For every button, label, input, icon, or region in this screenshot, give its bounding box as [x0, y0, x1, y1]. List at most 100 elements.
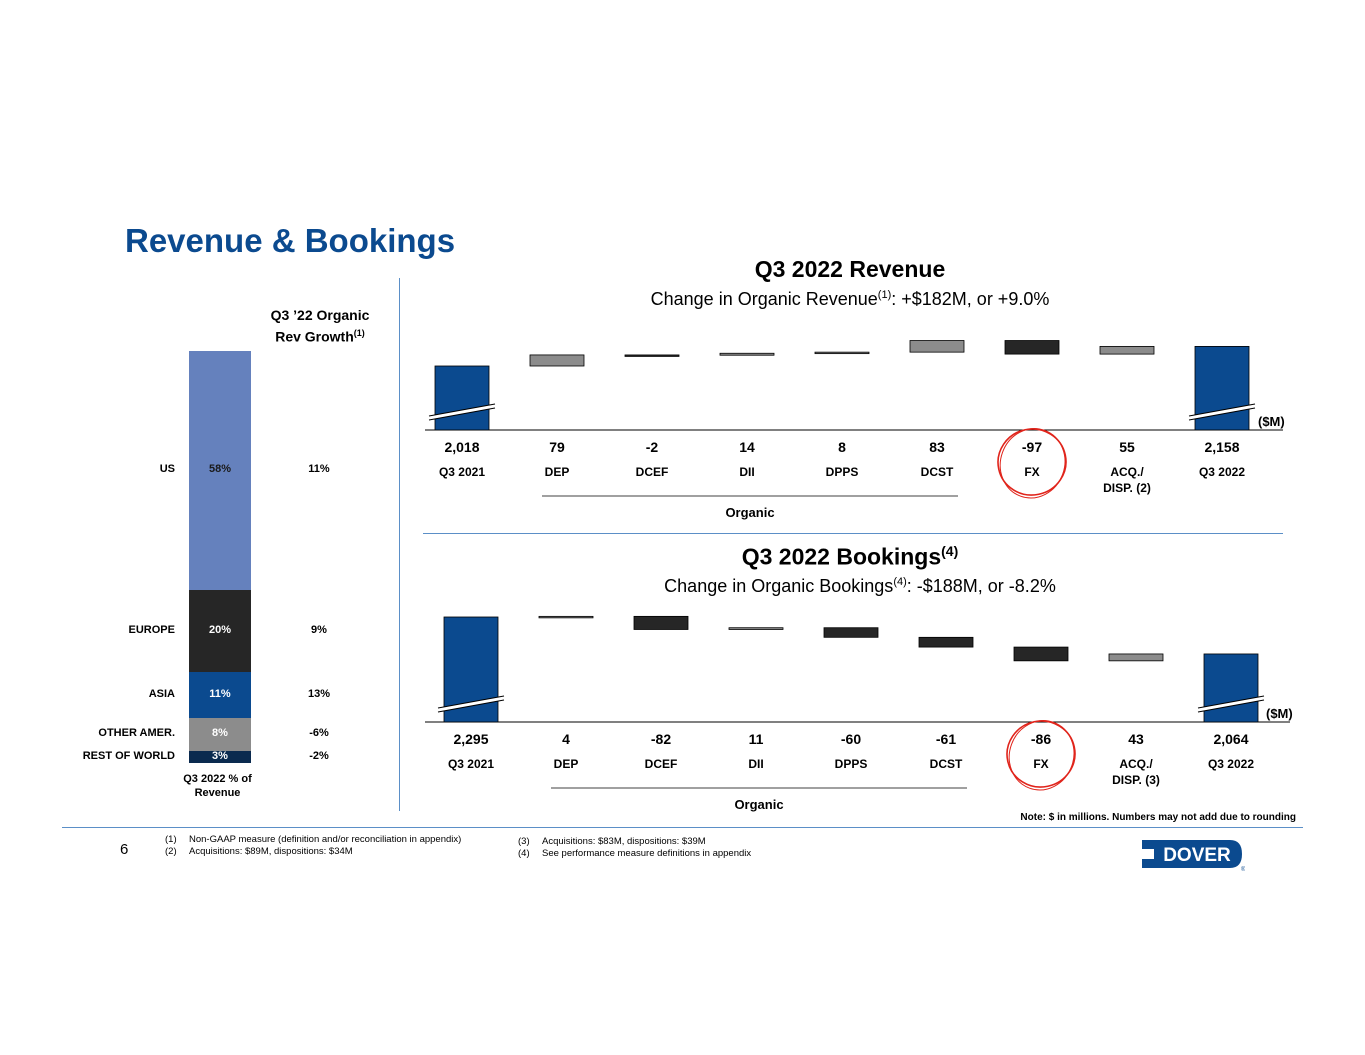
- category-label: Q3 2022: [1208, 757, 1254, 771]
- value-label: 55: [1119, 439, 1135, 455]
- value-label: 14: [739, 439, 755, 455]
- value-label: -86: [1031, 731, 1051, 747]
- fx-highlight-circle: [1006, 720, 1076, 788]
- axis-break: [429, 404, 495, 420]
- vertical-divider: [399, 278, 400, 811]
- category-label: ACQ./: [1110, 465, 1144, 479]
- geo-region-label: ASIA: [148, 688, 175, 701]
- logo-text: DOVER: [1163, 845, 1231, 866]
- geo-region-growth: 13%: [307, 688, 331, 701]
- category-label: Q3 2021: [439, 465, 485, 479]
- waterfall-bar: [909, 340, 965, 353]
- waterfall-bar: [633, 615, 689, 630]
- value-label: 83: [929, 439, 945, 455]
- category-label: DCST: [930, 757, 963, 771]
- geo-segment-other-amer: 8%: [189, 717, 251, 751]
- revenue-subtitle: Change in Organic Revenue(1): +$182M, or…: [650, 289, 1050, 309]
- value-label: -60: [841, 731, 861, 747]
- category-label: DII: [739, 465, 754, 479]
- waterfall-bar: [1108, 653, 1164, 662]
- organic-growth-header: Q3 ’22 Organic Rev Growth(1): [270, 307, 370, 345]
- axis-break: [1189, 404, 1255, 420]
- category-label: DEP: [545, 465, 570, 479]
- geo-segment-asia: 11%: [189, 672, 251, 718]
- revenue-title: Q3 2022 Revenue: [754, 256, 946, 282]
- value-label: -2: [646, 439, 659, 455]
- value-label: 8: [838, 439, 846, 455]
- category-label: DPPS: [826, 465, 859, 479]
- category-label: DISP. (2): [1103, 481, 1151, 495]
- waterfall-bar: [719, 352, 775, 356]
- svg-text:®: ®: [1241, 866, 1245, 872]
- category-label: DPPS: [835, 757, 868, 771]
- geo-segment-pct: 20%: [208, 624, 232, 637]
- unit-label: ($M): [1258, 414, 1285, 429]
- organic-label: Organic: [734, 797, 783, 812]
- geo-bar-caption: Q3 2022 % of Revenue: [183, 773, 252, 799]
- geo-segment-rest-of-world: 3%: [189, 749, 251, 763]
- geo-segment-us: 58%: [189, 351, 251, 590]
- section-divider: [423, 533, 1283, 534]
- value-label: -82: [651, 731, 671, 747]
- footer-divider: [62, 827, 1303, 828]
- bookings-subtitle: Change in Organic Bookings(4): -$188M, o…: [664, 576, 1056, 596]
- waterfall-bar: [814, 351, 870, 355]
- geo-region-label: OTHER AMER.: [98, 727, 175, 740]
- category-label: ACQ./: [1119, 757, 1153, 771]
- waterfall-bar: [1099, 345, 1155, 355]
- waterfall-bar: [624, 354, 680, 357]
- value-label: 2,064: [1213, 731, 1248, 747]
- fx-highlight-circle-stroke: [1008, 720, 1075, 791]
- category-label: FX: [1033, 757, 1048, 771]
- category-label: FX: [1024, 465, 1039, 479]
- footnote: (3) Acquisitions: $83M, dispositions: $39…: [518, 836, 706, 847]
- fx-highlight-circle-stroke: [999, 428, 1066, 499]
- waterfall-bar: [529, 354, 585, 367]
- category-label: Q3 2022: [1199, 465, 1245, 479]
- category-label: DCEF: [636, 465, 669, 479]
- geo-segment-pct: 11%: [209, 688, 231, 701]
- organic-label: Organic: [725, 505, 774, 520]
- value-label: 2,158: [1204, 439, 1239, 455]
- category-label: DEP: [554, 757, 579, 771]
- footnotes-right: (3) Acquisitions: $83M, dispositions: $39…: [518, 836, 751, 860]
- waterfall-bar: [823, 627, 879, 638]
- rounding-note: Note: $ in millions. Numbers may not add…: [1020, 812, 1296, 823]
- value-label: -97: [1022, 439, 1042, 455]
- unit-label: ($M): [1266, 706, 1293, 721]
- page-number: 6: [120, 841, 129, 858]
- category-label: Q3 2021: [448, 757, 494, 771]
- geo-segment-pct: 58%: [208, 463, 232, 476]
- value-label: -61: [936, 731, 956, 747]
- waterfall-bar: [1203, 653, 1259, 723]
- value-label: 43: [1128, 731, 1144, 747]
- value-label: 2,295: [453, 731, 488, 747]
- dover-logo: DOVER ®: [1142, 840, 1245, 872]
- category-label: DCEF: [645, 757, 678, 771]
- waterfall-bar: [728, 627, 784, 630]
- geo-region-label: REST OF WORLD: [82, 749, 175, 762]
- value-label: 79: [549, 439, 565, 455]
- waterfall-bar: [918, 636, 974, 648]
- footnote: (4) See performance measure definitions i…: [518, 848, 752, 859]
- geo-region-growth: -6%: [309, 727, 329, 740]
- geo-segment-pct: 8%: [212, 727, 228, 740]
- bookings-title: Q3 2022 Bookings(4): [741, 543, 959, 570]
- footnote: (2) Acquisitions: $89M, dispositions: $34…: [165, 846, 353, 857]
- value-label: 11: [749, 731, 764, 747]
- geo-segment-pct: 3%: [212, 749, 228, 762]
- geo-region-label: US: [159, 463, 175, 476]
- axis-break: [1198, 696, 1264, 712]
- value-label: 4: [562, 731, 570, 747]
- waterfall-bar: [1013, 646, 1069, 662]
- category-label: DISP. (3): [1112, 773, 1160, 787]
- category-label: DCST: [921, 465, 954, 479]
- geo-region-growth: -2%: [309, 749, 329, 762]
- page-title: Revenue & Bookings: [125, 222, 456, 259]
- footnotes-left: (1) Non-GAAP measure (definition and/or r…: [165, 834, 461, 858]
- geo-region-growth: 11%: [308, 463, 330, 476]
- waterfall-bar: [1004, 340, 1060, 355]
- axis-break: [438, 696, 504, 712]
